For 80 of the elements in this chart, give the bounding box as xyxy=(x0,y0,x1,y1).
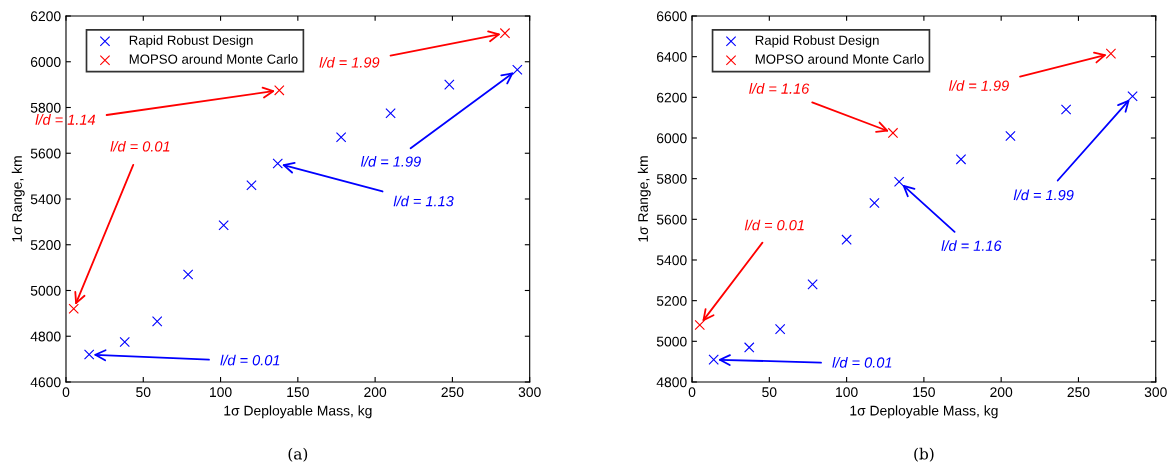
point xyxy=(83,349,95,360)
point xyxy=(385,108,396,119)
annotation: l/d = 1.13 xyxy=(393,195,454,207)
point xyxy=(694,319,705,331)
point xyxy=(841,234,852,245)
x-tick-label: 150 xyxy=(287,387,309,398)
x-tick-label: 50 xyxy=(762,387,777,398)
y-tick-label: 5600 xyxy=(30,148,61,159)
annotation: l/d = 1.99 xyxy=(1013,189,1074,201)
annotation: l/d = 1.16 xyxy=(749,83,810,94)
point xyxy=(499,27,511,39)
point xyxy=(218,220,229,231)
x-tick-label: 250 xyxy=(1067,387,1090,398)
text: (b) xyxy=(914,447,934,462)
annotation: l/d = 0.01 xyxy=(832,356,892,368)
legend-label: MOPSO around Monte Carlo xyxy=(755,54,924,64)
point xyxy=(182,269,194,280)
y-tick-label: 5800 xyxy=(30,102,61,113)
x-tick-label: 0 xyxy=(62,387,70,398)
y-tick-label: 5400 xyxy=(30,194,61,205)
x-tick-label: 50 xyxy=(136,387,151,398)
point xyxy=(869,197,880,209)
x-tick-label: 250 xyxy=(441,387,464,398)
annotation: l/d = 1.99 xyxy=(319,56,380,68)
point xyxy=(274,85,285,96)
x-axis-title: 1σ Deployable Mass, kg xyxy=(224,405,372,419)
y-tick-label: 5000 xyxy=(30,285,61,296)
y-tick-label: 6200 xyxy=(656,92,687,103)
y-tick-label: 4800 xyxy=(30,331,61,342)
text: (a) xyxy=(288,447,308,462)
point xyxy=(887,127,899,139)
point xyxy=(151,316,163,327)
annotation: l/d = 1.16 xyxy=(941,240,1002,251)
y-tick-label: 6000 xyxy=(656,133,687,144)
x-tick-label: 300 xyxy=(1144,387,1167,398)
y-tick-label: 4800 xyxy=(656,377,687,388)
y-tick-label: 6400 xyxy=(656,52,687,62)
point xyxy=(444,79,455,90)
point xyxy=(246,180,257,191)
point xyxy=(744,342,755,353)
point xyxy=(1060,104,1072,115)
x-tick-label: 150 xyxy=(913,387,935,398)
annotation: l/d = 1.14 xyxy=(35,114,96,125)
x-tick-label: 0 xyxy=(688,387,696,398)
point xyxy=(708,354,719,365)
y-axis-title: 1σ Range, km xyxy=(11,156,25,242)
annotation: l/d = 0.01 xyxy=(220,354,280,366)
point xyxy=(335,132,347,143)
x-axis-title: 1σ Deployable Mass, kg xyxy=(850,405,998,419)
point xyxy=(272,158,283,169)
x-tick-label: 200 xyxy=(364,387,387,398)
point xyxy=(1005,130,1016,142)
x-tick-label: 200 xyxy=(990,387,1013,398)
y-tick-label: 5800 xyxy=(656,174,687,184)
y-tick-label: 5400 xyxy=(656,255,687,266)
y-tick-label: 6000 xyxy=(30,57,61,67)
y-tick-label: 6200 xyxy=(30,11,61,22)
x-tick-label: 100 xyxy=(836,387,858,398)
point xyxy=(774,323,786,335)
annotation: l/d = 0.01 xyxy=(744,219,804,231)
y-tick-label: 5600 xyxy=(656,214,687,225)
point xyxy=(119,336,130,348)
x-tick-label: 100 xyxy=(210,387,232,398)
y-tick-label: 5000 xyxy=(656,336,687,347)
y-tick-label: 5200 xyxy=(30,240,61,250)
legend-label: Rapid Robust Design xyxy=(129,35,253,48)
annotation: l/d = 0.01 xyxy=(110,140,170,152)
annotation: l/d = 1.99 xyxy=(360,156,421,167)
legend-label: MOPSO around Monte Carlo xyxy=(129,54,298,64)
point xyxy=(955,154,967,165)
y-tick-label: 6600 xyxy=(656,11,687,22)
point xyxy=(807,279,818,290)
y-tick-label: 4600 xyxy=(30,377,61,388)
annotation: l/d = 1.99 xyxy=(949,80,1009,91)
point xyxy=(68,303,79,314)
legend-label: Rapid Robust Design xyxy=(755,35,879,48)
point xyxy=(1105,48,1117,59)
y-axis-title: 1σ Range, km xyxy=(637,156,651,242)
y-tick-label: 5200 xyxy=(656,295,687,306)
x-tick-label: 300 xyxy=(518,387,541,398)
